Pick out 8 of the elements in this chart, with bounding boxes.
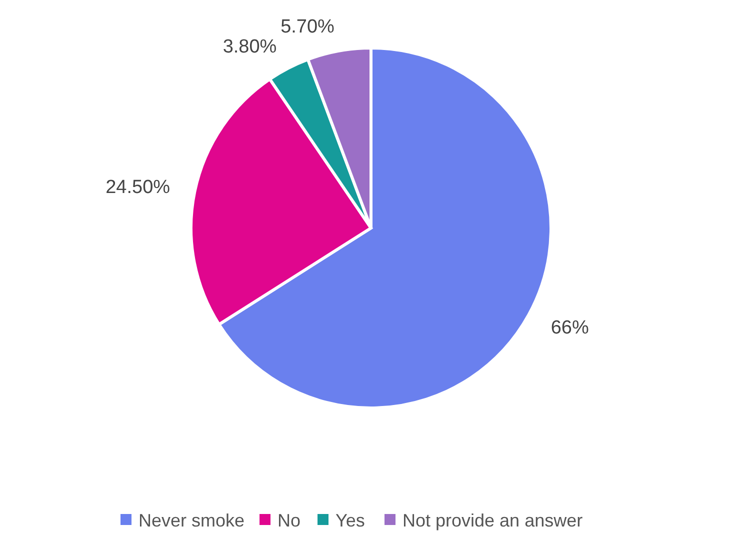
legend-label: No — [278, 510, 301, 530]
legend-label: Not provide an answer — [402, 510, 583, 530]
data-label: 66% — [550, 318, 589, 339]
legend-label: Never smoke — [138, 510, 245, 530]
data-label: 24.50% — [106, 177, 170, 198]
legend-label: Yes — [336, 510, 365, 530]
data-label: 3.80% — [222, 36, 277, 58]
data-label: 5.70% — [280, 16, 335, 38]
